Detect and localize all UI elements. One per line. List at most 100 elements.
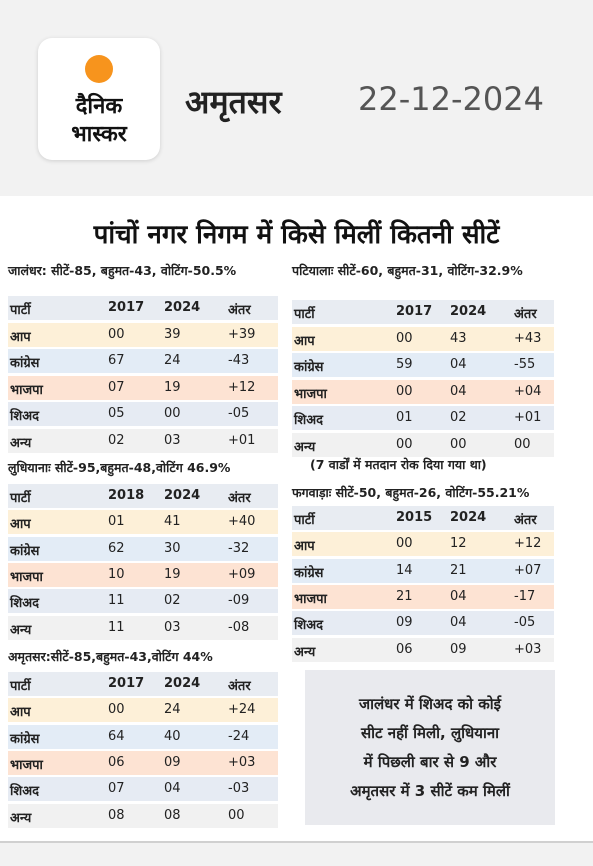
table-row: कांग्रेस 14 21 +07 [292, 558, 554, 584]
table-cell: 02 [164, 593, 181, 609]
table-header: पार्टी 2017 2024 अंतर [8, 296, 278, 321]
table-cell: अन्य [10, 810, 32, 826]
table-cell: 07 [108, 781, 125, 797]
column-header: पार्टी [10, 679, 31, 694]
table-cell: 08 [164, 807, 181, 823]
table-cell: 09 [450, 641, 467, 657]
column-header: 2017 [396, 304, 433, 319]
logo-sun [85, 55, 113, 83]
table-cell: +03 [228, 754, 256, 770]
table-cell: +09 [228, 566, 256, 582]
table-cell: 14 [396, 562, 413, 578]
table-cell: -43 [228, 353, 250, 368]
summary-line: अमृतसर में 3 सीटें कम मिलीं [350, 782, 510, 800]
table-cell: 03 [164, 619, 181, 635]
column-header: पार्टी [294, 307, 315, 322]
table-cell: -32 [228, 540, 250, 556]
column-header: 2024 [164, 676, 201, 691]
table-cell: आप [294, 333, 315, 349]
summary-line: सीट नहीं मिली, लुधियाना [360, 724, 500, 742]
table-cell: -24 [228, 728, 250, 744]
table-cell: 24 [164, 353, 181, 368]
table-cell: भाजपा [294, 386, 327, 402]
table-cell: आप [10, 329, 31, 345]
logo-text: भास्कर [71, 122, 127, 147]
table-cell: 00 [396, 536, 413, 552]
column-header: पार्टी [10, 491, 31, 506]
table-cell: 67 [108, 353, 125, 368]
table-cell: 30 [164, 540, 181, 556]
table-cell: +24 [228, 702, 256, 718]
table-cell: अन्य [294, 439, 316, 455]
logo-text: दैनिक [75, 94, 123, 119]
table-cell: आप [10, 705, 31, 721]
table-cell: 00 [396, 436, 413, 452]
table-header: पार्टी 2017 2024 अंतर [8, 672, 278, 697]
table-row: शिअद 11 02 -09 [8, 589, 278, 615]
table-cell: 06 [108, 754, 125, 770]
table-row: कांग्रेस 59 04 -55 [292, 353, 554, 378]
table-cell: 00 [108, 326, 125, 342]
table-cell: +01 [514, 410, 542, 425]
table-cell: -09 [228, 593, 250, 609]
table-row: भाजपा 00 04 +04 [292, 379, 554, 405]
table-cell: +40 [228, 514, 256, 530]
table-cell: 05 [108, 406, 125, 421]
table-cell: कांग्रेस [294, 360, 324, 375]
column-header: पार्टी [294, 513, 315, 528]
table-cell: +01 [228, 432, 256, 448]
table-heading: फगवाड़ाः सीटें-50, बहुमत-26, वोटिंग-55.2… [292, 485, 530, 500]
table-cell: 00 [396, 383, 413, 399]
table-cell: 09 [396, 615, 413, 631]
table-cell: 00 [450, 436, 467, 452]
column-header: 2018 [108, 488, 145, 503]
table-cell: 19 [164, 566, 181, 582]
table-header: पार्टी 2015 2024 अंतर [292, 506, 554, 531]
table-cell: 00 [514, 436, 531, 452]
table-row: भाजपा 07 19 +12 [8, 375, 278, 401]
table-cell: 62 [108, 540, 125, 556]
table-cell: 21 [450, 562, 467, 578]
table-cell: 07 [108, 379, 125, 395]
summary-line: में पिछली बार से 9 और [363, 753, 497, 771]
table-cell: -08 [228, 619, 250, 635]
column-header: 2015 [396, 510, 433, 525]
table-cell: 08 [108, 807, 125, 823]
table-cell: कांग्रेस [10, 543, 40, 559]
table-row: आप 00 12 +12 [292, 532, 554, 558]
column-header: 2017 [108, 300, 145, 315]
table-cell: 11 [108, 593, 125, 609]
table-cell: 43 [450, 330, 467, 346]
column-header: 2024 [164, 488, 201, 503]
table-cell: कांग्रेस [10, 356, 40, 371]
table-row: शिअद 05 00 -05 [8, 402, 278, 427]
table-cell: अन्य [10, 622, 32, 638]
table-row: कांग्रेस 67 24 -43 [8, 349, 278, 374]
column-header: 2024 [450, 304, 487, 319]
column-header: 2024 [450, 510, 487, 525]
table-cell: +03 [514, 641, 542, 657]
table-heading: लुधियानाः सीटें-95,बहुमत-48,वोटिंग 46.9% [8, 460, 231, 475]
summary-line: जालंधर में शिअद को कोई [358, 695, 502, 713]
divider [0, 841, 593, 843]
table-row: आप 00 39 +39 [8, 322, 278, 348]
table-row: शिअद 01 02 +01 [292, 406, 554, 431]
table-cell: 00 [108, 702, 125, 718]
column-header: अंतर [514, 513, 537, 528]
table-cell: शिअद [10, 784, 40, 800]
table-cell: 64 [108, 728, 125, 744]
table-cell: 02 [108, 432, 125, 448]
table-cell: 04 [450, 615, 467, 631]
table-row: भाजपा 21 04 -17 [292, 584, 554, 610]
table-cell: 41 [164, 514, 181, 530]
city: अमृतसर [185, 83, 282, 121]
table-heading: अमृतसर:सीटें-85,बहुमत-43,वोटिंग 44% [8, 649, 213, 664]
table-cell: भाजपा [294, 591, 327, 607]
table-row: आप 00 43 +43 [292, 326, 554, 352]
table-cell: +39 [228, 326, 256, 342]
date: 22-12-2024 [358, 80, 544, 118]
table-cell: 12 [450, 536, 467, 552]
table-row: अन्य 06 09 +03 [292, 637, 554, 663]
table-cell: -17 [514, 588, 536, 604]
